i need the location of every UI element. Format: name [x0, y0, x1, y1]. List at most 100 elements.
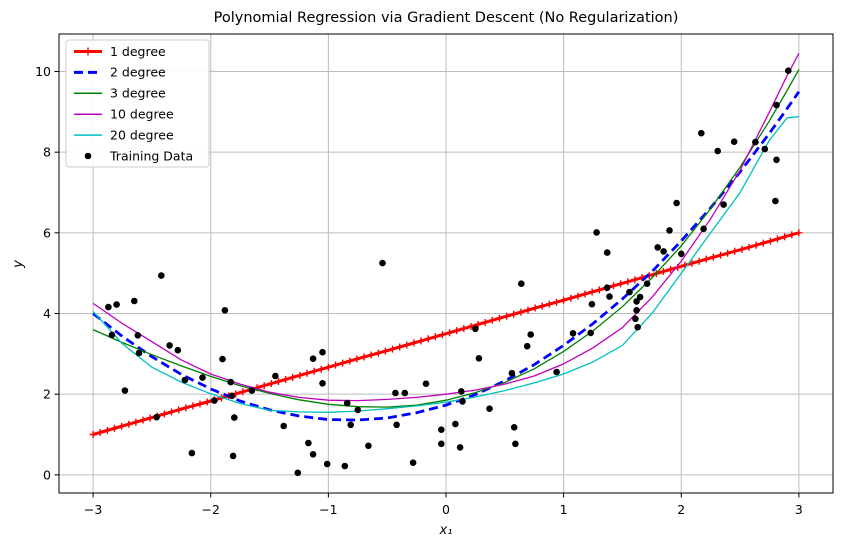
chart-title: Polynomial Regression via Gradient Desce…: [214, 10, 679, 26]
training-data-points: [105, 67, 792, 477]
data-point: [472, 325, 479, 333]
data-point: [634, 323, 641, 331]
legend-item: Training Data: [84, 148, 193, 163]
data-point: [108, 331, 116, 339]
legend-label: 20 degree: [110, 127, 174, 142]
data-point: [121, 387, 129, 394]
data-point: [603, 249, 611, 256]
data-point: [508, 369, 516, 377]
data-point: [248, 387, 256, 394]
data-point: [219, 355, 226, 363]
data-point: [643, 280, 651, 288]
data-point: [603, 284, 611, 292]
data-point: [422, 380, 430, 388]
y-tick-label: 8: [43, 145, 51, 160]
data-point: [409, 459, 417, 467]
data-point: [773, 156, 780, 164]
data-point: [678, 250, 685, 258]
legend-dot-marker: [84, 152, 92, 160]
legend-plus-marker: [84, 47, 92, 56]
data-point: [452, 420, 459, 428]
data-point: [523, 342, 531, 350]
x-tick-label: 1: [560, 502, 568, 517]
data-point: [698, 129, 705, 137]
data-point: [633, 307, 640, 314]
data-point: [319, 348, 326, 356]
data-point: [458, 388, 465, 395]
data-point: [309, 451, 317, 458]
legend-label: 10 degree: [110, 107, 174, 122]
x-tick-label: −1: [319, 502, 337, 517]
data-point: [588, 300, 596, 308]
data-point: [211, 397, 218, 404]
data-point: [606, 293, 613, 300]
data-point: [720, 201, 727, 208]
legend-item: 1 degree: [74, 44, 166, 59]
x-tick-label: 2: [677, 502, 685, 517]
legend-item: 20 degree: [74, 127, 174, 142]
data-point: [280, 422, 288, 430]
data-point: [113, 301, 120, 308]
data-point: [438, 440, 445, 448]
data-point: [700, 225, 707, 233]
data-point: [660, 248, 667, 255]
data-point: [323, 460, 331, 468]
data-point: [181, 376, 189, 384]
legend-label: Training Data: [109, 148, 193, 163]
data-point: [392, 389, 399, 397]
data-point: [730, 138, 738, 145]
y-tick-label: 10: [35, 64, 51, 79]
data-point: [773, 101, 780, 109]
data-point: [227, 378, 234, 386]
data-point: [188, 449, 196, 457]
data-point: [309, 355, 317, 363]
data-point: [166, 342, 173, 349]
data-point: [401, 389, 409, 397]
x-tick-label: 0: [442, 502, 450, 517]
data-point: [553, 368, 560, 376]
data-point: [632, 315, 639, 323]
data-point: [626, 288, 633, 296]
data-point: [785, 67, 792, 74]
data-point: [459, 398, 466, 405]
data-point: [319, 380, 326, 387]
y-tick-label: 2: [43, 387, 51, 402]
axis-ticks: −3 −2 −1 0 1 2 3 0 2 4 6 8 10: [35, 64, 803, 517]
data-point: [347, 421, 355, 429]
data-point: [379, 259, 386, 267]
data-point: [636, 293, 644, 301]
data-point: [228, 392, 236, 400]
data-point: [518, 280, 525, 288]
x-tick-label: −2: [202, 502, 220, 517]
y-axis-label: y: [11, 260, 26, 269]
data-point: [512, 440, 519, 448]
data-point: [135, 349, 143, 357]
data-point: [593, 229, 600, 236]
data-point: [587, 329, 594, 337]
data-point: [134, 332, 142, 339]
legend-item: 10 degree: [74, 107, 174, 122]
y-tick-label: 4: [43, 306, 51, 321]
data-point: [341, 462, 349, 470]
data-point: [438, 426, 445, 434]
data-point: [272, 372, 279, 380]
x-axis-label: x₁: [439, 523, 453, 538]
x-tick-label: 3: [795, 502, 803, 517]
data-point: [199, 374, 206, 381]
data-point: [456, 444, 464, 451]
legend-label: 2 degree: [110, 65, 166, 80]
y-tick-label: 6: [43, 225, 51, 240]
data-point: [105, 303, 112, 311]
legend-item: 3 degree: [74, 86, 166, 101]
data-point: [633, 298, 640, 305]
data-point: [761, 145, 769, 153]
data-point: [231, 414, 238, 421]
x-tick-label: −3: [84, 502, 102, 517]
data-point: [294, 469, 302, 477]
data-point: [158, 272, 165, 279]
data-point: [527, 331, 534, 338]
data-point: [153, 413, 160, 421]
data-point: [131, 297, 138, 305]
